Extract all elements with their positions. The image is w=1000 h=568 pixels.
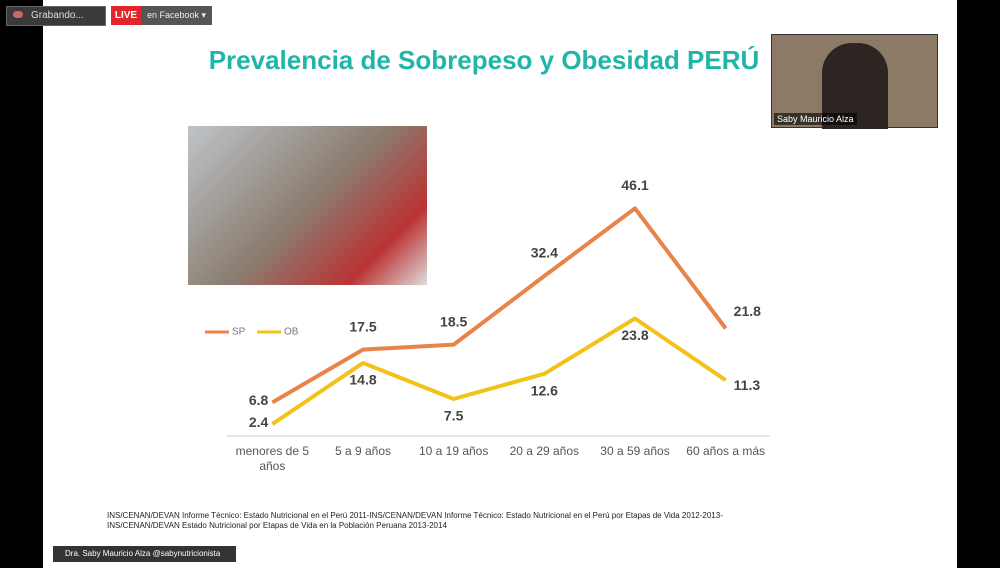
data-label: 7.5 [444, 408, 464, 424]
data-label: 6.8 [249, 392, 269, 408]
source-note: INS/CENAN/DEVAN Informe Técnico: Estado … [107, 511, 723, 530]
data-label: 14.8 [349, 372, 376, 388]
destination-text: en Facebook [147, 10, 200, 20]
x-tick-label: menores de 5 años [235, 444, 310, 473]
data-label: 17.5 [349, 318, 376, 334]
x-tick-label: 10 a 19 años [418, 444, 489, 458]
data-label: 32.4 [531, 245, 558, 261]
data-label: 12.6 [531, 382, 558, 398]
participant-name: Saby Mauricio Alza [774, 113, 857, 125]
data-label: 2.4 [249, 414, 269, 430]
x-tick-label: 30 a 59 años [600, 444, 670, 458]
recording-text: Grabando... [31, 10, 84, 21]
data-label: 18.5 [440, 313, 467, 329]
live-destination[interactable]: en Facebook ▾ [141, 6, 212, 25]
footer-banner: Dra. Saby Mauricio Alza @sabynutricionis… [53, 546, 236, 562]
line [271, 316, 727, 426]
line [271, 206, 728, 405]
legend-label: SP [232, 327, 246, 338]
recording-indicator[interactable]: Grabando... [6, 6, 106, 26]
legend-label: OB [284, 327, 299, 338]
data-label: 46.1 [621, 177, 648, 193]
data-label: 23.8 [621, 327, 648, 343]
x-tick-label: 60 años a más [686, 444, 766, 458]
video-tile: Saby Mauricio Alza [771, 34, 938, 129]
live-badge: LIVE [111, 6, 141, 25]
x-tick-label: 5 a 9 años [334, 444, 392, 458]
data-label: 11.3 [734, 377, 761, 393]
data-label: 21.8 [734, 303, 761, 319]
x-tick-label: 20 a 29 años [509, 444, 580, 458]
photo [188, 126, 427, 285]
chart-title: Prevalencia de Sobrepeso y Obesidad PERÚ [209, 45, 760, 75]
